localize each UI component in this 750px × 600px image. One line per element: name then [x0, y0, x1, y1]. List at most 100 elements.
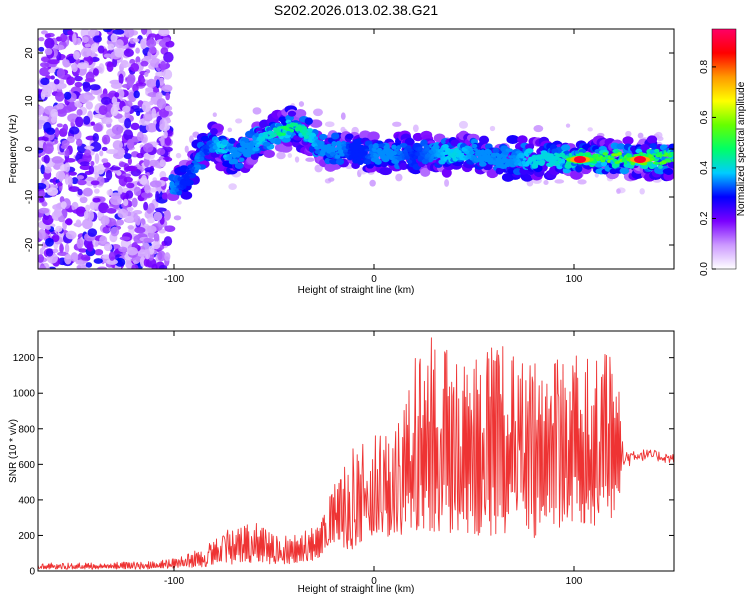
noise-blob: [155, 191, 160, 202]
ridge-cell: [179, 184, 184, 189]
noise-blob: [122, 198, 129, 207]
ridge-cell: [313, 136, 319, 140]
ridge-cell: [191, 160, 198, 164]
snr-series-line: [38, 337, 674, 570]
ridge-cell: [304, 117, 313, 125]
ridge-cell: [471, 143, 478, 149]
ridge-cell: [193, 164, 202, 170]
ridge-cell: [469, 150, 475, 155]
ridge-cell: [331, 132, 340, 140]
noise-blob: [74, 100, 83, 108]
noise-blob: [369, 179, 376, 187]
noise-blob: [82, 82, 91, 92]
ridge-cell: [564, 155, 569, 159]
noise-blob: [90, 43, 100, 53]
ridge-cell: [416, 152, 420, 157]
noise-blob: [158, 29, 170, 37]
ridge-cell: [523, 157, 527, 161]
noise-blob: [114, 257, 126, 267]
ridge-cell: [485, 149, 492, 155]
noise-blob: [133, 234, 145, 244]
noise-blob: [75, 260, 84, 265]
noise-blob: [151, 108, 157, 119]
noise-blob: [74, 81, 83, 88]
ridge-cell: [244, 149, 251, 154]
noise-blob: [132, 83, 139, 93]
noise-blob: [62, 123, 69, 133]
ridge-cell: [381, 152, 385, 156]
noise-blob: [109, 166, 122, 171]
noise-blob: [72, 32, 77, 44]
noise-blob: [83, 115, 91, 125]
noise-blob: [64, 158, 76, 163]
noise-blob: [565, 123, 571, 128]
ridge-cell: [188, 174, 194, 177]
noise-blob: [81, 218, 93, 230]
noise-blob: [106, 189, 113, 196]
noise-blob: [184, 145, 189, 153]
noise-blob: [117, 147, 125, 157]
ridge-cell: [619, 155, 623, 160]
noise-blob: [100, 96, 112, 105]
noise-blob: [106, 207, 117, 214]
ridge-cell: [651, 153, 657, 156]
ridge-cell: [552, 156, 558, 160]
ridge-cell: [654, 148, 660, 153]
ridge-cell: [440, 146, 444, 152]
noise-blob: [149, 180, 162, 188]
ridge-cell: [335, 158, 345, 166]
noise-blob: [55, 225, 63, 233]
noise-blob: [70, 252, 79, 263]
noise-blob: [155, 71, 165, 77]
ridge-cell: [664, 168, 674, 176]
colorbar-tick-label: 0.4: [699, 161, 710, 175]
noise-blob: [76, 238, 84, 249]
ridge-cell: [520, 154, 525, 159]
noise-blob: [126, 182, 135, 189]
noise-blob: [163, 236, 173, 247]
ridge-cell: [254, 144, 260, 148]
noise-blob: [149, 100, 154, 106]
ridge-cell: [492, 147, 500, 154]
noise-blob: [144, 248, 151, 260]
ridge-cell: [612, 158, 618, 163]
ridge-cell: [657, 164, 663, 169]
noise-blob: [148, 202, 155, 213]
ridge-cell: [350, 151, 356, 156]
noise-blob: [228, 183, 237, 191]
ridge-cell: [487, 154, 491, 158]
noise-blob: [105, 149, 118, 155]
ridge-cell: [462, 148, 468, 152]
noise-blob: [78, 93, 90, 104]
ridge-cell: [307, 132, 311, 136]
noise-blob: [132, 210, 143, 215]
noise-blob: [52, 203, 63, 211]
noise-blob: [102, 226, 110, 234]
ridge-cell: [511, 155, 517, 159]
ridge-cell: [654, 161, 660, 165]
colorbar-tick-label: 0.8: [699, 60, 710, 74]
ridge-cell: [200, 151, 204, 157]
ridge-cell: [468, 148, 474, 152]
colorbar-tick-label: 0.6: [699, 110, 710, 124]
noise-blob: [395, 173, 403, 182]
ridge-cell: [315, 140, 322, 144]
snr-x-axis-label: Height of straight line (km): [298, 584, 415, 595]
noise-blob: [65, 230, 77, 240]
noise-blob: [131, 197, 138, 208]
noise-blob: [92, 133, 99, 143]
ridge-cell: [564, 163, 572, 170]
x-tick-label: -100: [164, 576, 184, 587]
noise-blob: [59, 243, 64, 254]
ridge-cell: [638, 151, 644, 156]
noise-blob: [79, 161, 90, 167]
ridge-cell: [212, 145, 218, 150]
noise-blob: [153, 232, 160, 243]
y-tick-label: 400: [18, 495, 35, 506]
noise-blob: [38, 228, 46, 240]
ridge-cell: [641, 164, 649, 170]
noise-blob: [53, 208, 62, 218]
noise-blob: [324, 121, 335, 128]
noise-blob: [135, 215, 141, 226]
